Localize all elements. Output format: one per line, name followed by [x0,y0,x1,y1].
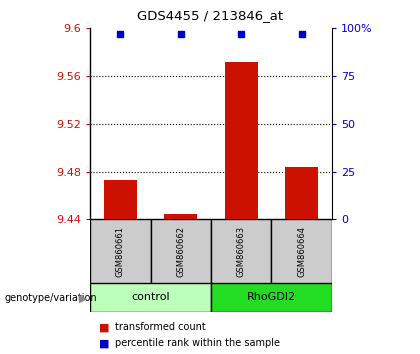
Text: ■: ■ [99,322,109,332]
Bar [164,213,197,219]
Bar [225,62,258,219]
Bar [151,219,211,283]
Text: ■: ■ [99,338,109,348]
Text: GSM860664: GSM860664 [297,226,306,277]
Text: GSM860661: GSM860661 [116,226,125,277]
Bar [285,167,318,219]
Bar [211,219,271,283]
Text: RhoGDI2: RhoGDI2 [247,292,296,302]
Text: control: control [131,292,170,302]
Bar [90,219,151,283]
Bar [211,283,332,312]
Text: transformed count: transformed count [116,322,206,332]
Bar [104,180,137,219]
Text: GDS4455 / 213846_at: GDS4455 / 213846_at [137,9,283,22]
Text: GSM860662: GSM860662 [176,226,185,277]
Text: GSM860663: GSM860663 [237,226,246,277]
Text: genotype/variation: genotype/variation [4,293,97,303]
Text: percentile rank within the sample: percentile rank within the sample [116,338,281,348]
Text: ▶: ▶ [79,293,87,303]
Bar [271,219,332,283]
Bar [90,283,211,312]
